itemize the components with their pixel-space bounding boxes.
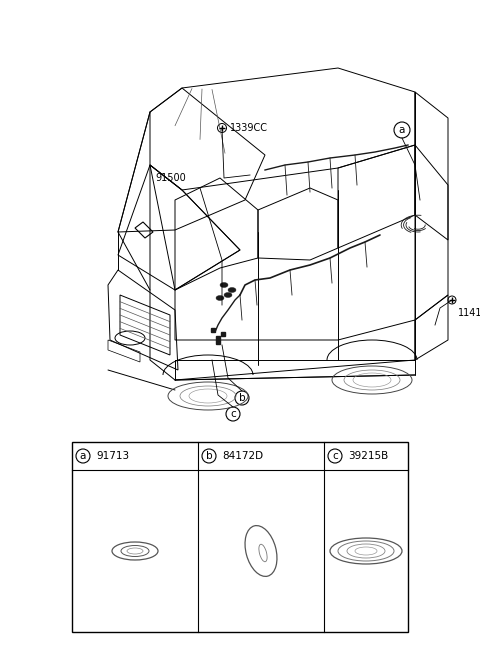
Text: 39215B: 39215B	[348, 451, 388, 461]
Text: c: c	[332, 451, 338, 461]
Ellipse shape	[220, 283, 228, 287]
Text: b: b	[239, 393, 245, 403]
Text: 1141AC: 1141AC	[458, 308, 480, 318]
Text: 84172D: 84172D	[222, 451, 263, 461]
Text: a: a	[80, 451, 86, 461]
Text: 1339CC: 1339CC	[230, 123, 268, 133]
Text: b: b	[206, 451, 212, 461]
Bar	[72, 442, 408, 632]
Ellipse shape	[228, 287, 236, 293]
Text: c: c	[230, 409, 236, 419]
Text: a: a	[399, 125, 405, 135]
Text: 91713: 91713	[96, 451, 129, 461]
Ellipse shape	[216, 295, 224, 300]
Text: 91500: 91500	[155, 173, 186, 183]
Ellipse shape	[224, 293, 232, 298]
